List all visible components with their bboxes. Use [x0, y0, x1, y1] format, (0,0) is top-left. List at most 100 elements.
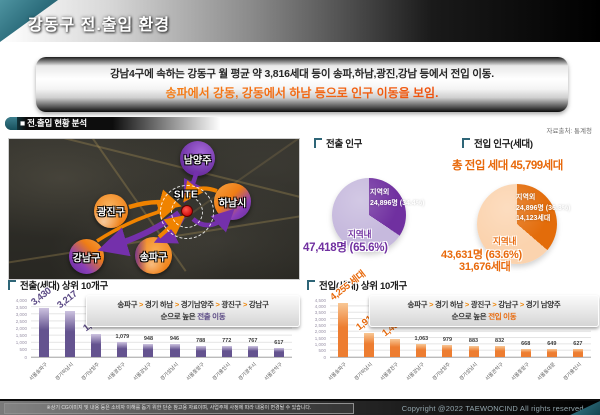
district-bubble: 강남구 — [69, 239, 104, 274]
district-bubble: 송파구 — [135, 237, 172, 274]
bar-value-label: 767 — [248, 338, 258, 345]
bar-slot: 1,627경기남양주 — [81, 300, 109, 382]
bracket-icon — [8, 280, 16, 290]
bar — [169, 343, 180, 357]
pie2-outer-title: 지역외 — [516, 194, 536, 201]
district-bubble: 광진구 — [94, 194, 128, 228]
outbound-bar-chart: 전출(세대) 상위 10개구 4,000 3,500 3,000 2,500 2,000… — [6, 278, 300, 400]
bar-value-label: 3,217 — [55, 288, 80, 312]
y-tick-label: 4,500 — [314, 297, 326, 303]
bar-slot: 979 경기남양주 — [432, 300, 460, 382]
y-tick-label: 2,500 — [314, 322, 326, 328]
x-axis-label: 경기광주시 — [237, 361, 258, 383]
bar — [273, 348, 284, 357]
y-tick-label: 1,000 — [15, 340, 27, 346]
summary-line-1: 강남4구에 속하는 강동구 월 평균 약 3,816세대 등이 송파,하남,광진… — [110, 68, 494, 80]
y-tick-label: 3,000 — [314, 316, 326, 322]
migration-map: 남양주 하남시 광진구 강남구 송파구 SITE — [8, 138, 300, 280]
bar-slot: 627 경기용인시 — [562, 300, 591, 382]
y-tick-label: 500 — [318, 348, 326, 354]
pie1-outer-value: 24,896명 (34.4%) — [370, 199, 425, 207]
bar — [572, 349, 583, 357]
bar — [91, 333, 102, 357]
bar-value-label: 948 — [143, 335, 154, 342]
y-tick-label: 3,500 — [15, 304, 27, 310]
bar-slot: 4,255 세대 서울송파구 — [327, 269, 367, 382]
site-ring-outer — [160, 185, 214, 239]
bar-slot: 883 경기성남시 — [458, 300, 486, 382]
y-tick-label: 0 — [24, 354, 27, 360]
pie2-inner-extra: 31,676세대 — [459, 261, 511, 273]
bar — [416, 343, 427, 357]
bar-slot: 772 경기용인시 — [211, 300, 240, 382]
note-line2: 순으로 높은 전입 이동 — [372, 311, 596, 323]
bar — [364, 332, 375, 357]
x-axis-label: 경기하남시 — [54, 361, 76, 383]
bar-slot: 948 서울강남구 — [133, 300, 161, 382]
y-tick-label: 3,000 — [15, 311, 27, 317]
disclaimer-text: ※상기 CG이미지 및 내용 등은 소비자 이해를 돕기 위한 단순 참고용 자… — [4, 403, 354, 414]
pie2-inner-value: 43,631명 (63.6%) — [441, 249, 522, 261]
section-title: ■ 전.출입 현황 분석 — [20, 118, 87, 128]
bar — [494, 346, 505, 357]
bar — [442, 344, 453, 357]
bar-slot: 649 서울동대문 — [536, 300, 565, 382]
y-tick-label: 0 — [323, 354, 326, 360]
bar-value-label: 946 — [169, 335, 180, 342]
x-axis-label: 경기용인시 — [211, 361, 232, 383]
x-axis-label: 경기남양주 — [80, 361, 102, 383]
district-bubble-label: 송파구 — [139, 252, 168, 263]
pie2-outer-label: 지역외 24,896명 (36.3%) 14,123세대 — [516, 193, 570, 225]
bracket-icon — [462, 138, 470, 148]
note-highlight: 전출 이동 — [197, 312, 226, 321]
bar-slot: 1,459 세대서울광진구 — [380, 300, 420, 382]
x-axis-label: 서울강남구 — [405, 361, 427, 383]
y-tick-label: 2,500 — [15, 318, 27, 324]
x-axis-label: 서울중랑구 — [510, 361, 531, 383]
bar-chart-title: 전출(세대) 상위 10개구 — [8, 278, 108, 292]
bar-value-label: 979 — [442, 336, 453, 343]
pie2-outer-extra: 14,123세대 — [516, 215, 551, 222]
bar-slot: 3,430 서울송파구 — [28, 286, 57, 382]
pie2-total-households: 총 전입 세대 45,799세대 — [452, 160, 563, 172]
district-bubble-label: 하남시 — [218, 198, 247, 209]
note-prefix: 순으로 높은 — [451, 312, 489, 321]
site-label: SITE — [173, 189, 199, 201]
pie1-inner-value: 47,418명 (65.6%) — [303, 242, 388, 254]
bar — [546, 348, 557, 357]
y-tick-label: 4,000 — [15, 297, 27, 303]
bar — [247, 346, 258, 357]
data-source-note: 자료출처: 통계청 — [546, 128, 592, 135]
bar — [39, 308, 50, 357]
bracket-icon — [307, 280, 315, 290]
x-axis-label: 서울강남구 — [132, 361, 154, 383]
bar-slot: 1,911 세대경기하남시 — [354, 299, 393, 382]
summary-banner: 강남4구에 속하는 강동구 월 평균 약 3,816세대 등이 송파,하남,광진… — [36, 57, 568, 112]
bar — [65, 311, 76, 357]
pie2-inner-title: 지역내 — [493, 236, 517, 246]
x-axis-label: 경기성남시 — [158, 361, 180, 383]
site-ring-inner — [171, 196, 203, 228]
district-bubble-label: 광진구 — [97, 207, 125, 219]
y-tick-label: 4,000 — [314, 303, 326, 309]
outbound-note-box: 송파구 > 경기 하남 > 경기남양주 > 광진구 > 강남구 순으로 높은 전… — [86, 295, 300, 327]
pie1-header: 전출 인구 — [314, 136, 362, 150]
note-sequence: 송파구 > 경기 하남 > 경기남양주 > 광진구 > 강남구 — [117, 300, 269, 309]
bar-slot: 788 서울중랑구 — [185, 300, 214, 382]
pie1-inner-title: 지역내 — [348, 229, 372, 239]
bar-chart-title: 전입(세대) 상위 10개구 — [307, 278, 407, 292]
pie2-disc — [477, 184, 557, 264]
section-header-bar: ■ 전.출입 현황 분석 — [5, 117, 220, 130]
x-axis-label: 서울송파구 — [28, 361, 49, 383]
bar-slot: 946 경기성남시 — [159, 300, 187, 382]
note-line2: 순으로 높은 전출 이동 — [89, 311, 297, 323]
pie2-header: 전입 인구(세대) — [462, 136, 533, 150]
x-axis-label: 서울관악구 — [484, 361, 505, 383]
bar — [195, 345, 206, 357]
note-sequence: 송파구 > 경기 하남 > 광진구 > 강남구 > 경기 남양주 — [407, 300, 561, 309]
pie1-outer-label: 지역외 24,896명 (34.4%) — [370, 188, 424, 209]
x-axis-label: 경기용인시 — [562, 361, 583, 383]
bar-value-label: 772 — [222, 338, 232, 344]
x-axis-label: 서울관악구 — [263, 361, 284, 383]
bar-slot: 1,079 서울광진구 — [107, 300, 135, 383]
